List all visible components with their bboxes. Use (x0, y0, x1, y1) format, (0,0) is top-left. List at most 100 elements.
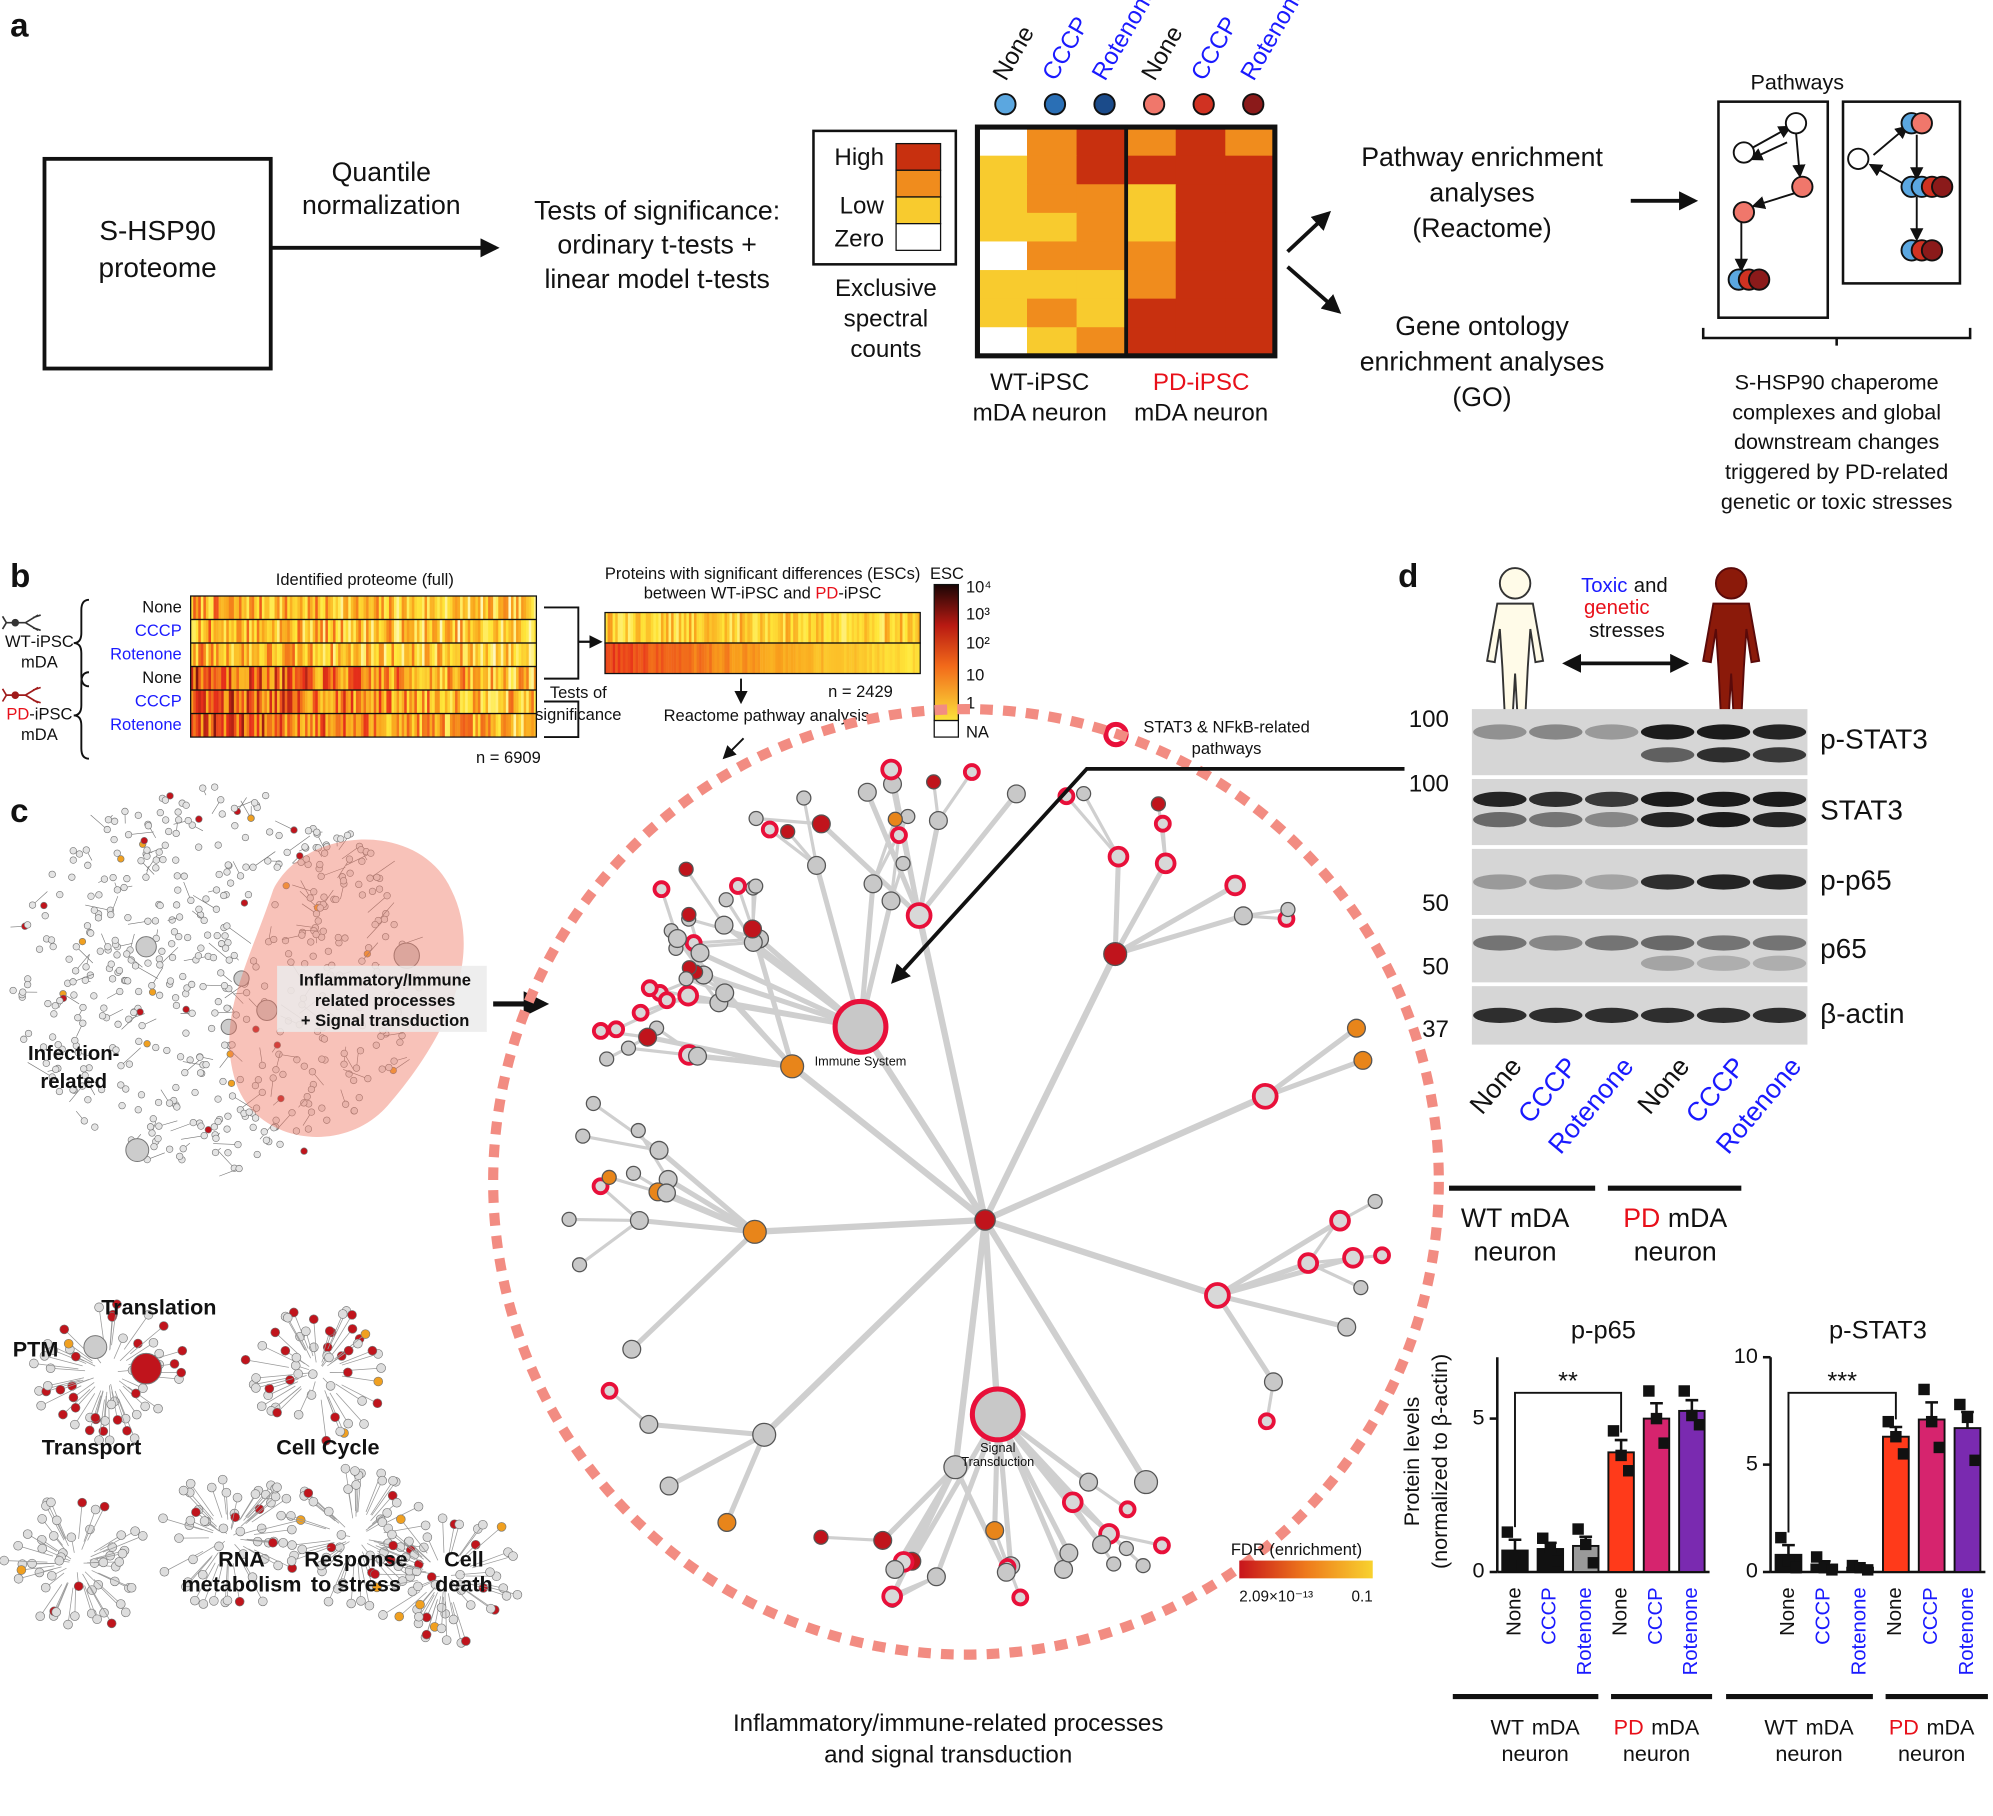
node (131, 1388, 141, 1399)
label: STAT3 & NFkB-related (1143, 718, 1309, 737)
node (90, 1412, 101, 1423)
neuron-icon (1, 614, 41, 632)
edge (982, 952, 1119, 1222)
heat-stripe (887, 612, 890, 644)
heat-stripe (508, 619, 512, 644)
node (372, 1398, 383, 1409)
heat-stripe (676, 612, 679, 644)
heat-stripe (233, 713, 237, 738)
node (124, 831, 133, 839)
blot-band (1752, 1007, 1807, 1024)
heat-stripe (452, 596, 456, 620)
node (269, 1074, 277, 1082)
hub (220, 1018, 237, 1035)
heat-stripe (818, 643, 822, 674)
heat-stripe (213, 643, 217, 667)
node (143, 852, 151, 860)
esc-label: NA (966, 723, 989, 742)
heat-stripe (518, 666, 522, 691)
heat-stripe (338, 596, 341, 620)
heat-stripe (498, 619, 502, 644)
heat-stripe (210, 643, 214, 667)
node (112, 1415, 123, 1425)
heat-stripe (894, 612, 898, 644)
node (575, 1128, 591, 1144)
heat-stripe (226, 596, 230, 620)
node (881, 1585, 903, 1608)
edge (341, 1384, 378, 1404)
node (419, 1542, 429, 1553)
node (74, 1048, 82, 1057)
edge (120, 1047, 141, 1066)
edge (339, 1350, 373, 1365)
heat-stripe (477, 713, 481, 738)
heat-stripe (305, 666, 308, 691)
edge (354, 1470, 356, 1512)
heat-stripe (378, 596, 382, 620)
heat-stripe (528, 690, 532, 714)
edge (98, 1572, 132, 1589)
heat-stripe (394, 690, 397, 714)
node (359, 1419, 369, 1429)
edge (418, 1591, 435, 1617)
node (1153, 1536, 1171, 1555)
data-point (1846, 1559, 1859, 1572)
node (404, 1536, 414, 1547)
heat-stripe (386, 643, 390, 667)
edge (755, 816, 822, 826)
edge (888, 769, 922, 917)
heat-stripe (437, 643, 441, 667)
heat-stripe (734, 643, 738, 674)
heat-stripe (622, 643, 626, 674)
edge (331, 1328, 353, 1356)
node (56, 997, 64, 1005)
node (195, 905, 203, 913)
node (390, 920, 398, 929)
heat-stripe (294, 690, 298, 714)
node (143, 1310, 154, 1320)
heat-stripe (325, 643, 329, 667)
node (218, 810, 226, 818)
node (304, 1125, 313, 1133)
heat-stripe (391, 596, 395, 620)
node (194, 952, 203, 960)
node (303, 1092, 311, 1101)
heat-cell (1126, 155, 1177, 185)
heat-cell (1126, 212, 1177, 243)
label: genetic or toxic stresses (1721, 489, 1953, 514)
heat-stripe (442, 666, 446, 691)
node (154, 1098, 163, 1107)
heat-stripe (749, 643, 753, 674)
node (687, 1046, 708, 1066)
heat-stripe (465, 666, 468, 691)
heat-stripe (409, 619, 413, 644)
heat-stripe (871, 612, 875, 644)
node (454, 1519, 464, 1530)
node (1204, 1282, 1231, 1309)
edge (374, 1573, 417, 1576)
heat-stripe (482, 596, 486, 620)
label: related processes (315, 991, 455, 1010)
node (109, 873, 117, 882)
node (260, 982, 269, 990)
heat-stripe (462, 596, 466, 620)
node (24, 1029, 33, 1038)
edge (361, 942, 379, 962)
heat-stripe (531, 713, 535, 738)
heat-stripe (259, 596, 263, 620)
label: S-HSP90 (99, 215, 216, 246)
heat-stripe (259, 666, 263, 691)
heat-stripe (279, 666, 283, 691)
node (1263, 1372, 1283, 1392)
node (337, 835, 345, 843)
heat-cell (1175, 270, 1226, 300)
edge (53, 1582, 68, 1612)
heat-stripe (490, 713, 494, 738)
heat-stripe (648, 643, 652, 674)
heat-stripe (406, 690, 410, 714)
data-point (1572, 1523, 1584, 1535)
heat-stripe (493, 596, 496, 620)
node (373, 1376, 384, 1387)
stress-label-part: and (1634, 575, 1668, 597)
node (138, 1022, 146, 1030)
